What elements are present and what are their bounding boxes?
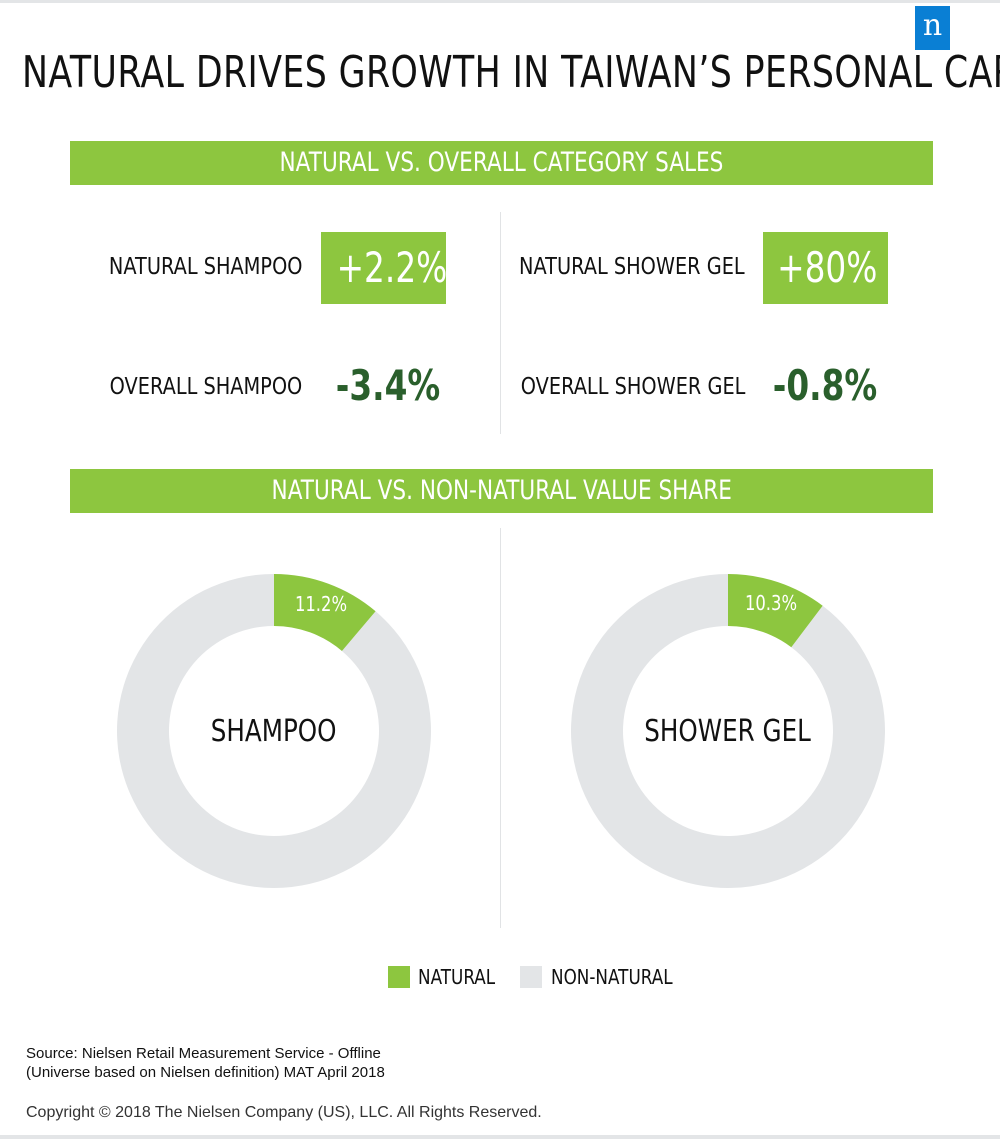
- shampoo-donut-chart: 11.2% SHAMPOO: [117, 574, 431, 888]
- shower-gel-center-label: SHOWER GEL: [644, 714, 812, 749]
- share-divider: [500, 528, 501, 928]
- overall-shampoo-value: -3.4%: [335, 361, 441, 410]
- legend-non-natural-label: NON-NATURAL: [551, 965, 673, 989]
- legend-natural-swatch: [388, 966, 410, 988]
- overall-shampoo-label: OVERALL SHAMPOO: [109, 374, 302, 400]
- shower-gel-natural-label: 10.3%: [744, 591, 797, 615]
- sales-divider: [500, 212, 501, 434]
- shampoo-non-natural-slice: [117, 574, 431, 888]
- source-line-2: (Universe based on Nielsen definition) M…: [26, 1064, 385, 1081]
- shampoo-center-label: SHAMPOO: [211, 714, 337, 749]
- shower-gel-donut-chart: 10.3% SHOWER GEL: [571, 574, 885, 888]
- share-section-title: NATURAL VS. NON-NATURAL VALUE SHARE: [271, 475, 732, 506]
- natural-shower-gel-label: NATURAL SHOWER GEL: [519, 254, 745, 280]
- overall-shower-gel-label: OVERALL SHOWER GEL: [520, 374, 745, 400]
- sales-section-header: NATURAL VS. OVERALL CATEGORY SALES: [70, 141, 933, 185]
- natural-shampoo-label: NATURAL SHAMPOO: [108, 254, 302, 280]
- copyright-note: Copyright © 2018 The Nielsen Company (US…: [26, 1104, 542, 1121]
- shampoo-natural-slice: [274, 574, 376, 651]
- overall-shower-gel-value: -0.8%: [772, 361, 878, 410]
- bottom-rule: [0, 1135, 1000, 1139]
- sales-section-title: NATURAL VS. OVERALL CATEGORY SALES: [279, 147, 724, 178]
- natural-shower-gel-value: +80%: [763, 232, 888, 304]
- legend-non-natural-swatch: [520, 966, 542, 988]
- shower-gel-donut-svg: [571, 574, 885, 888]
- source-note: Source: Nielsen Retail Measurement Servi…: [26, 1044, 385, 1082]
- shampoo-natural-label: 11.2%: [294, 592, 347, 617]
- shower-gel-non-natural-slice: [571, 574, 885, 888]
- share-section-header: NATURAL VS. NON-NATURAL VALUE SHARE: [70, 469, 933, 513]
- nielsen-logo: n: [915, 6, 950, 50]
- shower-gel-natural-slice: [728, 574, 823, 648]
- top-rule: [0, 0, 1000, 3]
- source-line-1: Source: Nielsen Retail Measurement Servi…: [26, 1045, 381, 1062]
- natural-shampoo-value: +2.2%: [321, 232, 447, 304]
- shampoo-donut-svg: [117, 574, 431, 888]
- page-title: NATURAL DRIVES GROWTH IN TAIWAN’S PERSON…: [22, 47, 1000, 98]
- legend-natural-label: NATURAL: [418, 965, 496, 989]
